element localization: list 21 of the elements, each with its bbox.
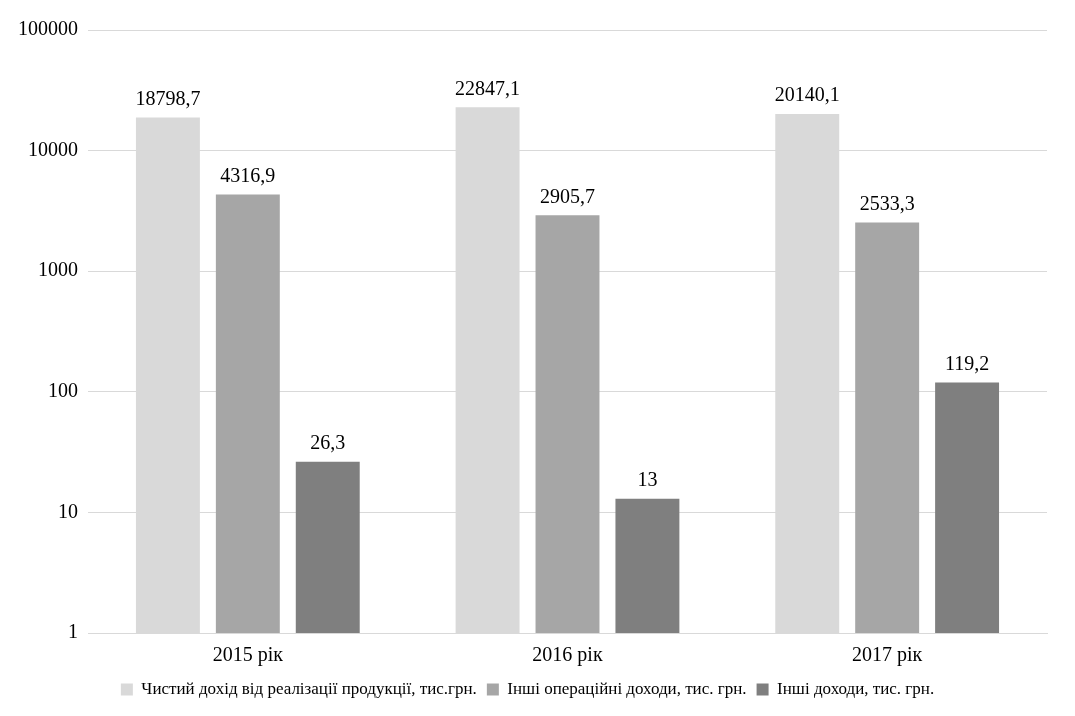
- data-label: 2905,7: [540, 184, 595, 207]
- y-tick-label: 100: [48, 379, 78, 402]
- data-label: 119,2: [944, 351, 990, 374]
- data-label: 20140,1: [774, 83, 840, 106]
- x-tick-label: 2015 рік: [212, 643, 284, 667]
- data-label: 18798,7: [135, 86, 201, 109]
- legend-label: Інші операційні доходи, тис. грн.: [507, 678, 747, 698]
- legend-label: Інші доходи, тис. грн.: [777, 678, 935, 698]
- x-tick-label: 2017 рік: [852, 643, 923, 667]
- data-label: 26,3: [310, 431, 346, 453]
- y-tick-label: 10: [58, 499, 78, 522]
- data-label: 13: [637, 467, 658, 490]
- y-tick-label: 1: [68, 620, 78, 643]
- y-tick-label: 1000: [38, 258, 78, 281]
- data-label: 4316,9: [220, 163, 276, 186]
- x-tick-label: 2016 рік: [532, 643, 603, 667]
- data-label: 2533,3: [859, 191, 915, 214]
- y-tick-label: 100000: [18, 17, 78, 40]
- data-label: 22847,1: [455, 76, 521, 99]
- y-tick-label: 10000: [28, 137, 78, 160]
- legend-label: Чистий дохід від реалізації продукції, тис.грн.: [141, 678, 477, 698]
